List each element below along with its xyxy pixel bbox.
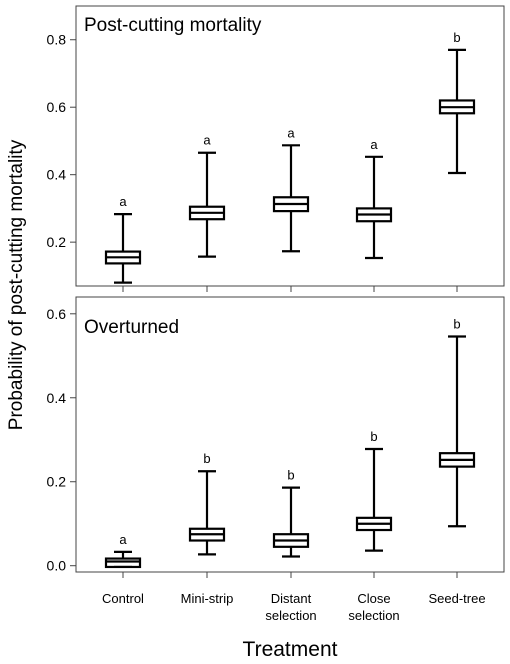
significance-letter: b xyxy=(287,468,294,483)
panel-title: Post-cutting mortality xyxy=(84,15,262,36)
significance-letter: a xyxy=(370,137,378,152)
y-tick-label: 0.6 xyxy=(47,99,67,115)
plot-frame xyxy=(75,5,505,287)
x-axis-label: Treatment xyxy=(243,638,338,661)
box-3: b xyxy=(272,468,310,558)
x-category-label: Control xyxy=(102,591,144,606)
box-1: a xyxy=(104,532,142,569)
x-category-label: Close selection xyxy=(348,591,399,623)
x-category-label: Distant selection xyxy=(265,591,316,623)
box-5: b xyxy=(438,30,476,175)
significance-letter: a xyxy=(203,133,211,148)
iqr-box xyxy=(104,557,142,569)
panel-overturned: Overturned 0.0 0.2 0.4 0.6 a b b b b xyxy=(47,296,505,578)
y-axis-label: Probability of post-cutting mortality xyxy=(6,139,27,430)
significance-letter: b xyxy=(453,316,460,331)
box-3: a xyxy=(272,125,310,253)
y-tick-label: 0.4 xyxy=(47,390,67,406)
x-category-label: Seed-tree xyxy=(428,591,485,606)
y-tick-label: 0.4 xyxy=(47,167,67,183)
box-4: a xyxy=(355,137,393,260)
significance-letter: b xyxy=(203,451,210,466)
y-tick-label: 0.6 xyxy=(47,306,67,322)
y-tick-label: 0.8 xyxy=(47,32,67,48)
box-2: b xyxy=(188,451,226,556)
significance-letter: a xyxy=(119,194,127,209)
significance-letter: b xyxy=(370,429,377,444)
significance-letter: a xyxy=(119,532,127,547)
box-2: a xyxy=(188,133,226,258)
box-1: a xyxy=(104,194,142,284)
y-tick-label: 0.2 xyxy=(47,234,67,250)
y-tick-label: 0.2 xyxy=(47,474,67,490)
x-category-label: Mini-strip xyxy=(181,591,234,606)
panel-post-cutting-mortality: Post-cutting mortality 0.2 0.4 0.6 0.8 a a a a b xyxy=(47,5,505,292)
significance-letter: b xyxy=(453,30,460,45)
significance-letter: a xyxy=(287,125,295,140)
panel-title: Overturned xyxy=(84,317,179,338)
y-tick-label: 0.0 xyxy=(47,558,67,574)
plot-frame xyxy=(75,296,505,573)
box-5: b xyxy=(438,316,476,528)
box-4: b xyxy=(355,429,393,552)
